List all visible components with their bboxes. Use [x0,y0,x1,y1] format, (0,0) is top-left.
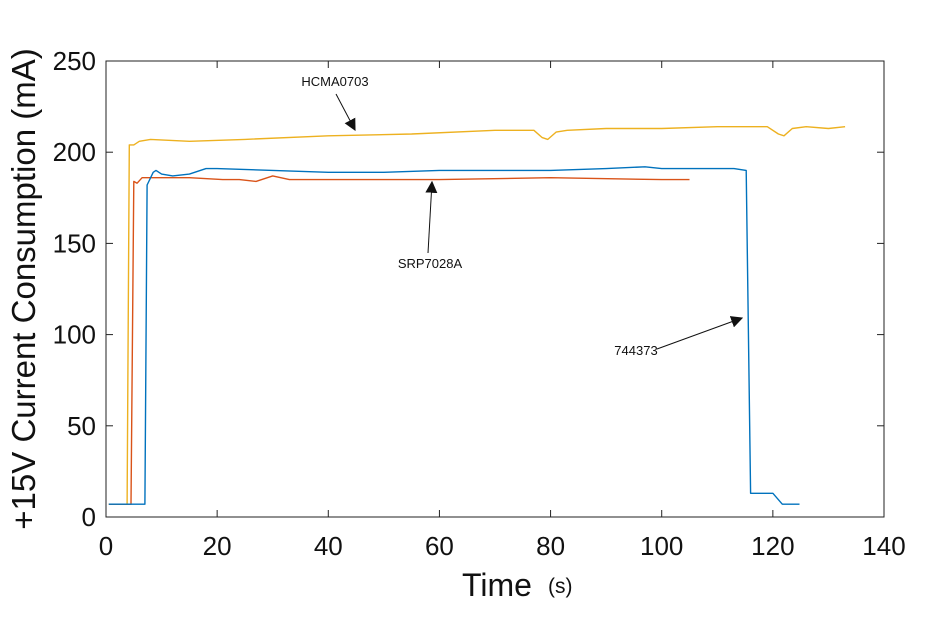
annotation-label: 744373 [614,343,657,358]
x-axis-unit: (s) [548,575,573,598]
annotation-arrow [656,316,744,350]
y-tick-label: 50 [67,411,96,441]
plot-area [105,60,885,518]
y-tick-label: 150 [53,228,96,258]
x-tick-label: 0 [99,531,113,561]
annotation-label: SRP7028A [398,256,463,271]
y-tick-label: 200 [53,137,96,167]
series-line-srp7028a [108,175,690,505]
x-tick-label: 140 [862,531,905,561]
x-axis-title: Time [462,567,532,603]
annotation-label: HCMA0703 [301,74,368,89]
y-axis-title: +15V Current Consumption (mA) [5,48,42,529]
x-tick-label: 80 [536,531,565,561]
x-tick-label: 40 [314,531,343,561]
x-tick-label: 20 [203,531,232,561]
x-tick-label: 100 [640,531,683,561]
series-line-744373 [108,166,800,505]
x-tick-label: 120 [751,531,794,561]
y-tick-label: 250 [53,46,96,76]
series-line-hcma0703 [108,125,846,505]
x-tick-label: 60 [425,531,454,561]
annotation-arrow [425,180,438,254]
y-tick-label: 0 [82,502,96,532]
annotation-arrow [335,93,356,132]
y-tick-label: 100 [53,320,96,350]
